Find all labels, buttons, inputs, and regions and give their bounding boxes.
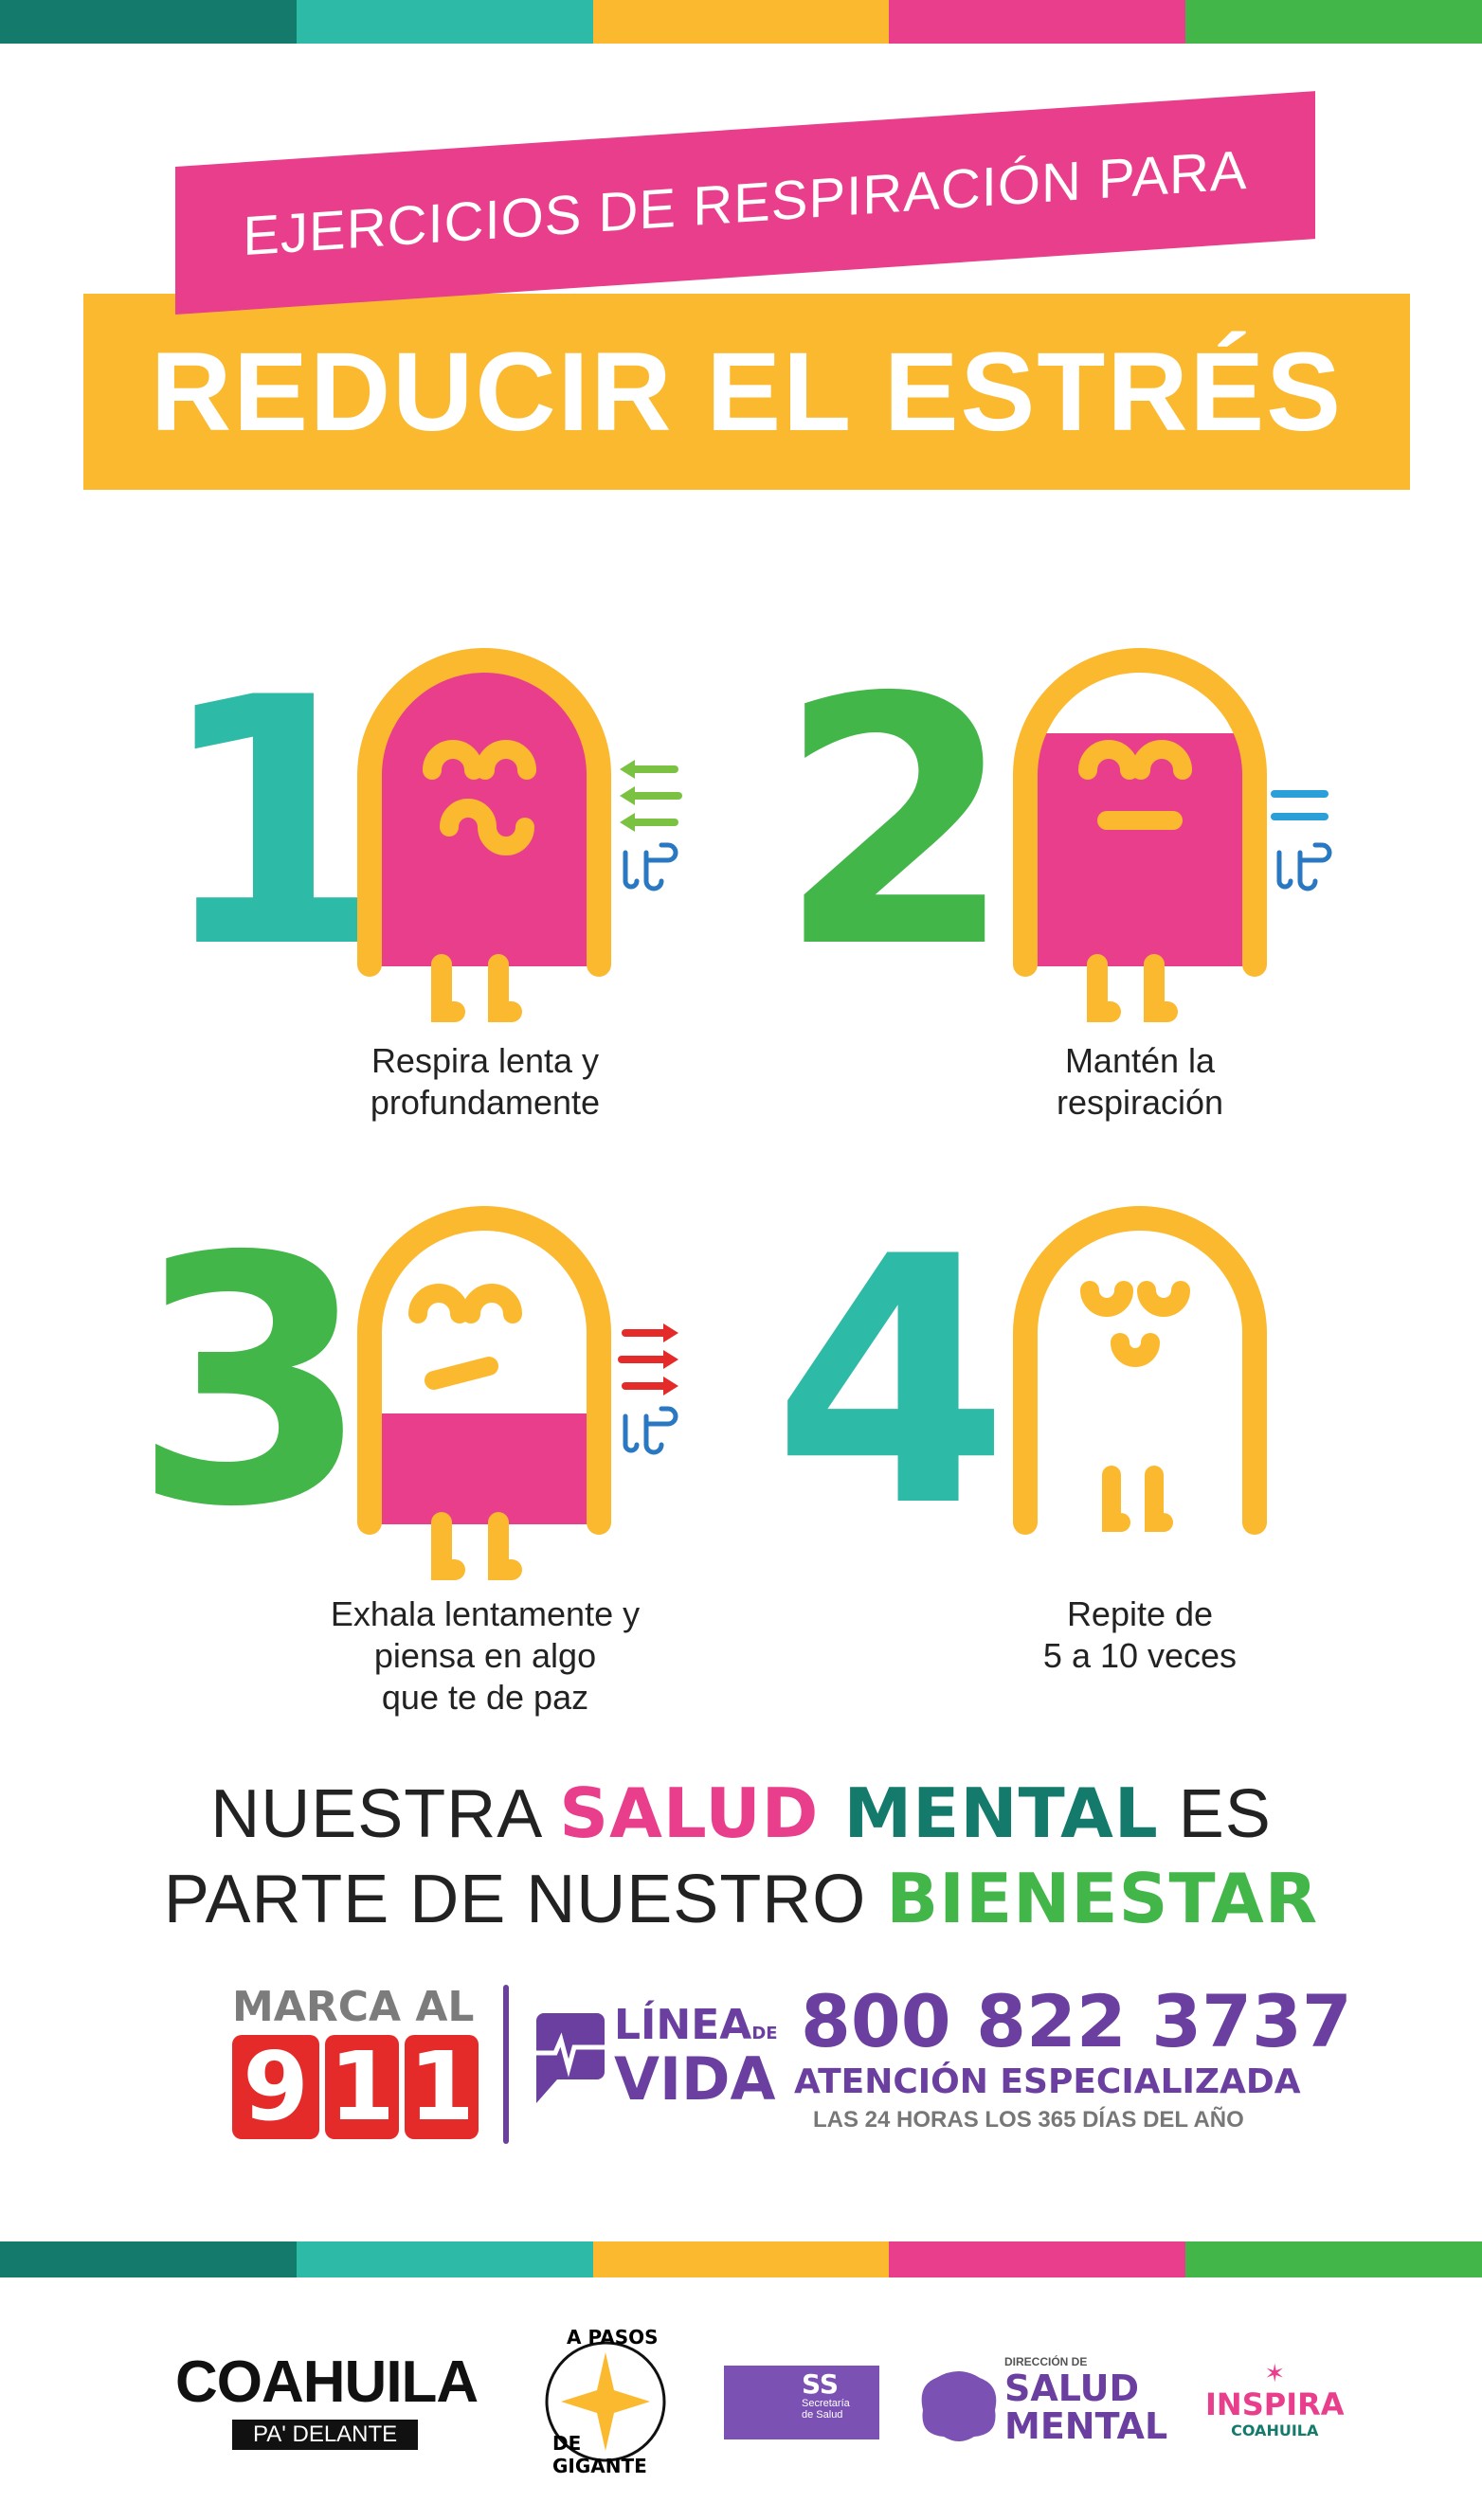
body-outline (1013, 1206, 1267, 1535)
exhale-arrows-icon (618, 1323, 678, 1455)
inspira-coahuila-logo: ✶ INSPIRA COAHUILA (1205, 2359, 1345, 2440)
digit: 1 (405, 2035, 479, 2139)
caption-line: Exhala lentamente y (330, 1594, 641, 1633)
step-caption-2: Mantén la respiración (922, 1040, 1358, 1124)
step-caption-1: Respira lenta y profundamente (267, 1040, 703, 1124)
step-number-3: 3 (133, 1184, 370, 1581)
star-icon (545, 2341, 666, 2462)
character-4 (1013, 1206, 1267, 1535)
slogan-line-2: PARTE DE NUESTRO BIENESTAR (0, 1859, 1482, 1939)
salud-mental-logo: DIRECCIÓN DE SALUD MENTAL (1004, 2354, 1167, 2445)
inspira-text: INSPIRA (1205, 2386, 1345, 2422)
wind-icon (623, 842, 678, 891)
vida-label: VIDA (614, 2044, 776, 2114)
legs (431, 954, 522, 1022)
caption-line: Mantén la (1064, 1041, 1216, 1080)
ss-sub: Secretaría (802, 2398, 850, 2409)
title-sub: EJERCICIOS DE RESPIRACIÓN PARA (243, 138, 1248, 267)
inhale-arrows-icon (620, 760, 682, 891)
linea-text: LÍNEA (614, 2001, 752, 2049)
body-outline (1013, 648, 1267, 977)
slogan-mental: MENTAL (843, 1773, 1159, 1853)
a-pasos-de-gigante-logo: A PASOS DE GIGANTE (538, 2326, 673, 2477)
digit: 9 (232, 2035, 319, 2139)
step-number-4: 4 (772, 1184, 1010, 1581)
slogan-text: PARTE DE NUESTRO (163, 1862, 887, 1937)
step-number-1: 1 (156, 625, 394, 1022)
sparkle-icon: ✶ (1264, 2359, 1286, 2387)
title-sub-banner: EJERCICIOS DE RESPIRACIÓN PARA (175, 91, 1315, 315)
slogan-line-1: NUESTRA SALUD MENTAL ES (0, 1773, 1482, 1854)
caption-line: profundamente (370, 1083, 601, 1122)
slogan-bienestar: BIENESTAR (886, 1859, 1319, 1938)
caption-line: 5 a 10 veces (1042, 1636, 1238, 1675)
body-outline (357, 648, 611, 977)
caption-line: Respira lenta y (370, 1041, 600, 1080)
inspira-sub: COAHUILA (1231, 2421, 1319, 2439)
slogan-salud: SALUD (559, 1773, 844, 1853)
dsm-mental: MENTAL (1004, 2405, 1168, 2447)
breath-fill (370, 1413, 599, 1524)
wind-icon (1276, 842, 1332, 891)
dsm-salud: SALUD (1004, 2367, 1140, 2409)
step-caption-3: Exhala lentamente y piensa en algo que te … (267, 1593, 703, 1719)
legs (431, 1512, 522, 1580)
character-1 (357, 648, 611, 1022)
pasos-bottom-text: DE GIGANTE (552, 2432, 647, 2477)
caption-line: que te de paz (381, 1678, 589, 1717)
face (423, 740, 536, 855)
linea-de-vida-chat-icon (529, 2013, 605, 2103)
caption-line: piensa en algo (373, 1636, 597, 1675)
caption-line: respiración (1056, 1083, 1224, 1122)
face (1078, 740, 1192, 830)
phone-number[interactable]: 800 822 3737 (801, 1979, 1352, 2063)
title-main: REDUCIR EL ESTRÉS (151, 329, 1343, 455)
ss-text: SS (802, 2368, 840, 2400)
face (408, 1284, 522, 1390)
coahuila-logo: COAHUILA PA' DELANTE (175, 2349, 516, 2450)
coahuila-text: COAHUILA (175, 2349, 479, 2415)
body-outline (357, 1206, 611, 1535)
caption-line: Repite de (1066, 1594, 1214, 1633)
secretaria-salud-logo: SS Secretaría de Salud (724, 2366, 879, 2439)
character-3 (357, 1206, 611, 1580)
face (1080, 1281, 1190, 1367)
legs (1087, 954, 1178, 1022)
linea-label: LÍNEADE (614, 2005, 778, 2046)
digit: 1 (325, 2035, 399, 2139)
step-number-2: 2 (777, 625, 1015, 1022)
slogan-text: ES (1158, 1776, 1272, 1852)
dsm-top: DIRECCIÓN DE (1004, 2355, 1088, 2368)
hours-label: LAS 24 HORAS LOS 365 DÍAS DEL AÑO (813, 2107, 1244, 2133)
hold-equals-icon (1271, 790, 1332, 891)
slogan-text: NUESTRA (210, 1776, 560, 1852)
attention-label: ATENCIÓN ESPECIALIZADA (794, 2062, 1301, 2101)
marca-al-label: MARCA AL (232, 1983, 475, 2031)
divider (503, 1985, 509, 2144)
ss-sub: de Salud (802, 2409, 843, 2421)
step-caption-4: Repite de 5 a 10 veces (922, 1593, 1358, 1677)
linea-de-text: DE (751, 2024, 778, 2043)
legs (1102, 1466, 1173, 1532)
character-2 (1013, 648, 1267, 1022)
top-color-bar (0, 0, 1482, 44)
title-main-banner: REDUCIR EL ESTRÉS (83, 294, 1410, 490)
brain-icon (921, 2371, 997, 2441)
wind-icon (623, 1406, 678, 1455)
bottom-color-bar (0, 2241, 1482, 2277)
coahuila-subtitle: PA' DELANTE (232, 2420, 419, 2450)
pasos-top-text: A PASOS (567, 2326, 659, 2349)
